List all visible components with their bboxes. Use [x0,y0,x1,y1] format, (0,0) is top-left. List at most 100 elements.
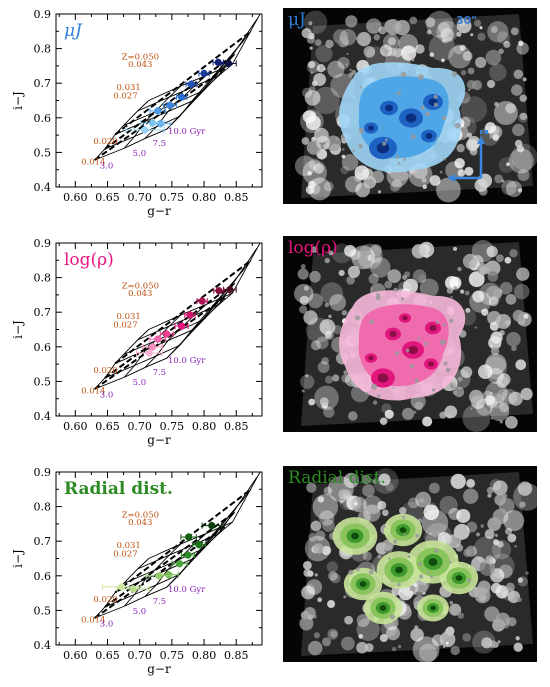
diffuse-light [462,404,491,432]
source-dot [395,155,399,159]
y-tick-label: 0.8 [34,43,52,56]
field-star [356,641,368,654]
field-star [439,170,443,174]
field-star [477,364,493,380]
field-star [306,140,322,155]
source-dot [370,287,373,290]
field-star [343,595,347,599]
field-star [490,26,498,34]
diffuse-light [489,63,507,82]
diffuse-light [439,495,458,515]
field-star [468,271,485,288]
y-axis-label: i−J [11,320,25,339]
region-core [384,104,394,112]
field-star [327,599,336,608]
field-star [340,500,344,504]
data-point [165,571,173,579]
field-star [492,134,500,141]
diffuse-light [484,356,508,380]
field-star [325,135,342,152]
field-star [422,184,427,190]
field-star [305,185,315,195]
row-logrho: 0.4 0.5 0.6 0.7 0.8 0.9 0.60 0.65 0.70 0.75 0.80 0.… [0,229,550,458]
diffuse-light [315,336,329,350]
field-star [301,28,312,39]
data-point [118,583,126,591]
field-star [379,417,388,426]
diffuse-light [310,183,321,195]
field-star [380,44,393,57]
diffuse-light [316,135,331,150]
field-star [402,407,415,420]
field-star [351,496,367,513]
source-dot [403,157,406,161]
metallicity-label: 0.031 [117,541,141,551]
region-core [402,315,408,321]
data-point [184,551,192,559]
y-axis-label: i−J [11,91,25,110]
image-radial: Radial dist. [283,466,537,662]
source-dot [452,390,458,395]
diffuse-light [448,45,472,69]
diffuse-light [312,86,340,115]
source-dot [393,621,398,626]
field-star [309,270,321,283]
field-star [498,48,504,55]
diffuse-light [485,381,508,404]
field-star [429,52,435,57]
diffuse-light [426,10,454,38]
field-star [332,374,340,382]
diffuse-light [294,283,314,304]
y-tick-label: 0.5 [34,604,52,617]
field-star [386,626,401,641]
field-star [512,309,525,322]
metallicity-label: 0.043 [128,289,152,299]
field-star [494,101,499,107]
field-star [445,641,449,645]
field-star [307,171,312,176]
age-isochrone [94,329,150,390]
diffuse-light [297,268,309,280]
metallicity-label: 0.020 [93,595,117,605]
region-core [376,142,390,154]
y-tick-label: 0.6 [34,570,52,583]
region-core [428,558,438,566]
diffuse-light [302,160,327,185]
source-dot [433,94,438,99]
source-dot [356,567,360,572]
field-star [464,290,470,296]
field-star [485,555,495,565]
field-star [384,409,394,419]
diffuse-light [501,587,516,601]
map-muJ [294,10,537,203]
region-core [429,324,437,332]
source-dot [429,575,433,579]
region-core [399,527,407,533]
age-label: 10.0 Gyr [168,585,206,595]
x-tick-label: 0.70 [127,420,152,433]
diffuse-light [357,243,383,270]
x-axis-label: g−r [147,204,171,218]
field-star [505,103,516,114]
age-label: 7.5 [153,368,167,378]
diffuse-light [365,46,386,66]
source-dot [384,138,388,142]
field-star [506,332,521,347]
field-star [471,395,486,410]
field-star [460,366,473,379]
diffuse-light [303,10,328,35]
source-dot [427,570,430,574]
field-star [299,295,310,306]
field-star [460,289,465,294]
y-axis-label: i−J [11,549,25,568]
field-star [308,21,313,26]
diffuse-light [408,497,419,509]
metallicity-label: Z=0.050 [122,282,159,292]
field-star [472,80,483,91]
diffuse-light [330,573,341,584]
field-star [346,275,355,285]
field-star [517,577,524,583]
source-dot [342,148,345,151]
diffuse-light [501,179,517,196]
field-star [456,508,471,523]
